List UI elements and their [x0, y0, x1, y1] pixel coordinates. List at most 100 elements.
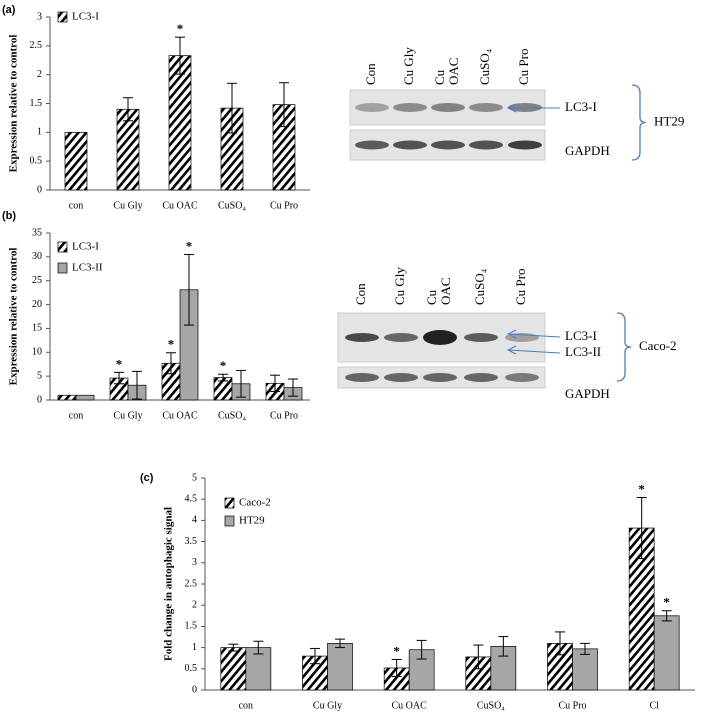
legend-label: LC3-I: [72, 241, 99, 253]
cell-line-label: Caco-2: [639, 338, 677, 353]
legend-swatch: [224, 515, 235, 527]
arrow-head: [506, 329, 517, 339]
blot-band: [384, 333, 418, 342]
legend-label: HT29: [239, 515, 265, 527]
significance-star: *: [168, 337, 175, 352]
x-tick-label: Cu Gly: [113, 410, 142, 421]
x-tick-label: Cu Pro: [558, 700, 586, 711]
lane-label: OAC: [446, 58, 461, 85]
panel-label: (a): [2, 4, 16, 16]
bar: [64, 131, 88, 191]
x-tick-label: con: [69, 410, 83, 421]
lane-label: Con: [363, 63, 378, 85]
blot-band: [355, 140, 389, 150]
y-tick-label: 2.5: [185, 578, 198, 589]
significance-star: *: [638, 481, 645, 496]
arrow-head: [506, 103, 517, 113]
y-tick-label: 35: [32, 227, 42, 238]
y-tick-label: 15: [32, 323, 42, 334]
blot-band: [355, 103, 389, 112]
significance-star: *: [177, 21, 184, 36]
x-tick-label: Cu OAC: [392, 700, 428, 711]
x-tick-label: Cu OAC: [162, 200, 198, 211]
y-tick-label: 2.5: [30, 40, 43, 51]
y-tick-label: 0: [37, 184, 42, 195]
lane-label: Cu: [424, 289, 439, 305]
legend-label: Caco-2: [239, 497, 271, 509]
y-tick-label: 20: [32, 299, 42, 310]
legend-swatch: [57, 262, 68, 274]
x-tick-label: Cu Gly: [313, 700, 342, 711]
band-label: LC3-II: [565, 344, 601, 359]
y-tick-label: 2: [192, 599, 197, 610]
lane-label: Cu Pro: [516, 49, 531, 85]
x-tick-label: Cu Gly: [113, 200, 142, 211]
y-tick-label: 4.5: [185, 493, 198, 504]
lane-label: Cu Gly: [401, 47, 416, 85]
lane-label: Cu: [432, 69, 447, 85]
y-tick-label: 5: [192, 472, 197, 483]
legend-swatch: [57, 11, 68, 23]
y-tick-label: 1.5: [30, 98, 43, 109]
y-tick-label: 3.5: [185, 536, 198, 547]
x-tick-label: Cl: [649, 700, 659, 711]
x-tick-label: CuSO₄: [218, 410, 246, 421]
significance-star: *: [186, 238, 193, 253]
significance-star: *: [220, 358, 227, 373]
bar: [75, 394, 95, 401]
y-tick-label: 25: [32, 275, 42, 286]
band-label: LC3-I: [565, 99, 597, 114]
blot-band: [393, 103, 427, 112]
lane-label: Con: [353, 283, 368, 305]
band-label: GAPDH: [565, 386, 610, 401]
arrow: [507, 333, 561, 338]
bar: [572, 648, 598, 691]
y-tick-label: 0: [192, 684, 197, 695]
significance-star: *: [663, 595, 670, 610]
lane-label: CuSO₄: [477, 48, 492, 85]
y-tick-label: 1: [37, 127, 42, 138]
blot-band: [423, 373, 457, 382]
blot-band: [345, 333, 379, 342]
bar: [116, 108, 140, 191]
bar: [168, 55, 192, 191]
y-tick-label: 2: [37, 69, 42, 80]
bar: [245, 647, 272, 691]
legend-label: LC3-II: [72, 262, 103, 274]
panel-label: (b): [2, 210, 16, 222]
bar: [653, 615, 680, 691]
y-tick-label: 0.5: [185, 663, 198, 674]
lane-label: CuSO₄: [472, 268, 487, 305]
blot-band: [469, 103, 503, 112]
y-tick-label: 1.5: [185, 621, 198, 632]
blot-band: [508, 140, 542, 150]
blot-band: [345, 373, 379, 382]
y-tick-label: 0: [37, 394, 42, 405]
blot-band: [464, 373, 498, 382]
x-tick-label: Cu OAC: [162, 410, 198, 421]
y-tick-label: 3: [37, 11, 42, 22]
y-axis-label: Expression relative to control: [8, 248, 20, 386]
bar: [57, 394, 77, 401]
band-label: GAPDH: [565, 143, 610, 158]
blot-band: [464, 333, 498, 342]
x-tick-label: CuSO₄: [477, 700, 505, 711]
blot-band: [469, 140, 503, 150]
lane-label: Cu Gly: [392, 267, 407, 305]
legend-swatch: [224, 497, 235, 509]
y-tick-label: 1: [192, 642, 197, 653]
y-tick-label: 5: [37, 370, 42, 381]
bar: [327, 643, 353, 691]
arrow-head: [506, 345, 517, 355]
y-tick-label: 30: [32, 251, 42, 262]
y-tick-label: 10: [32, 347, 42, 358]
y-axis-label: Fold change in autophagic signal: [163, 507, 175, 661]
blot-band: [393, 140, 427, 150]
legend-label: LC3-I: [72, 11, 99, 23]
x-tick-label: con: [239, 700, 253, 711]
x-tick-label: Cu Pro: [270, 200, 298, 211]
bar: [220, 647, 247, 691]
cell-line-label: HT29: [654, 113, 684, 128]
blot-band: [423, 330, 457, 345]
